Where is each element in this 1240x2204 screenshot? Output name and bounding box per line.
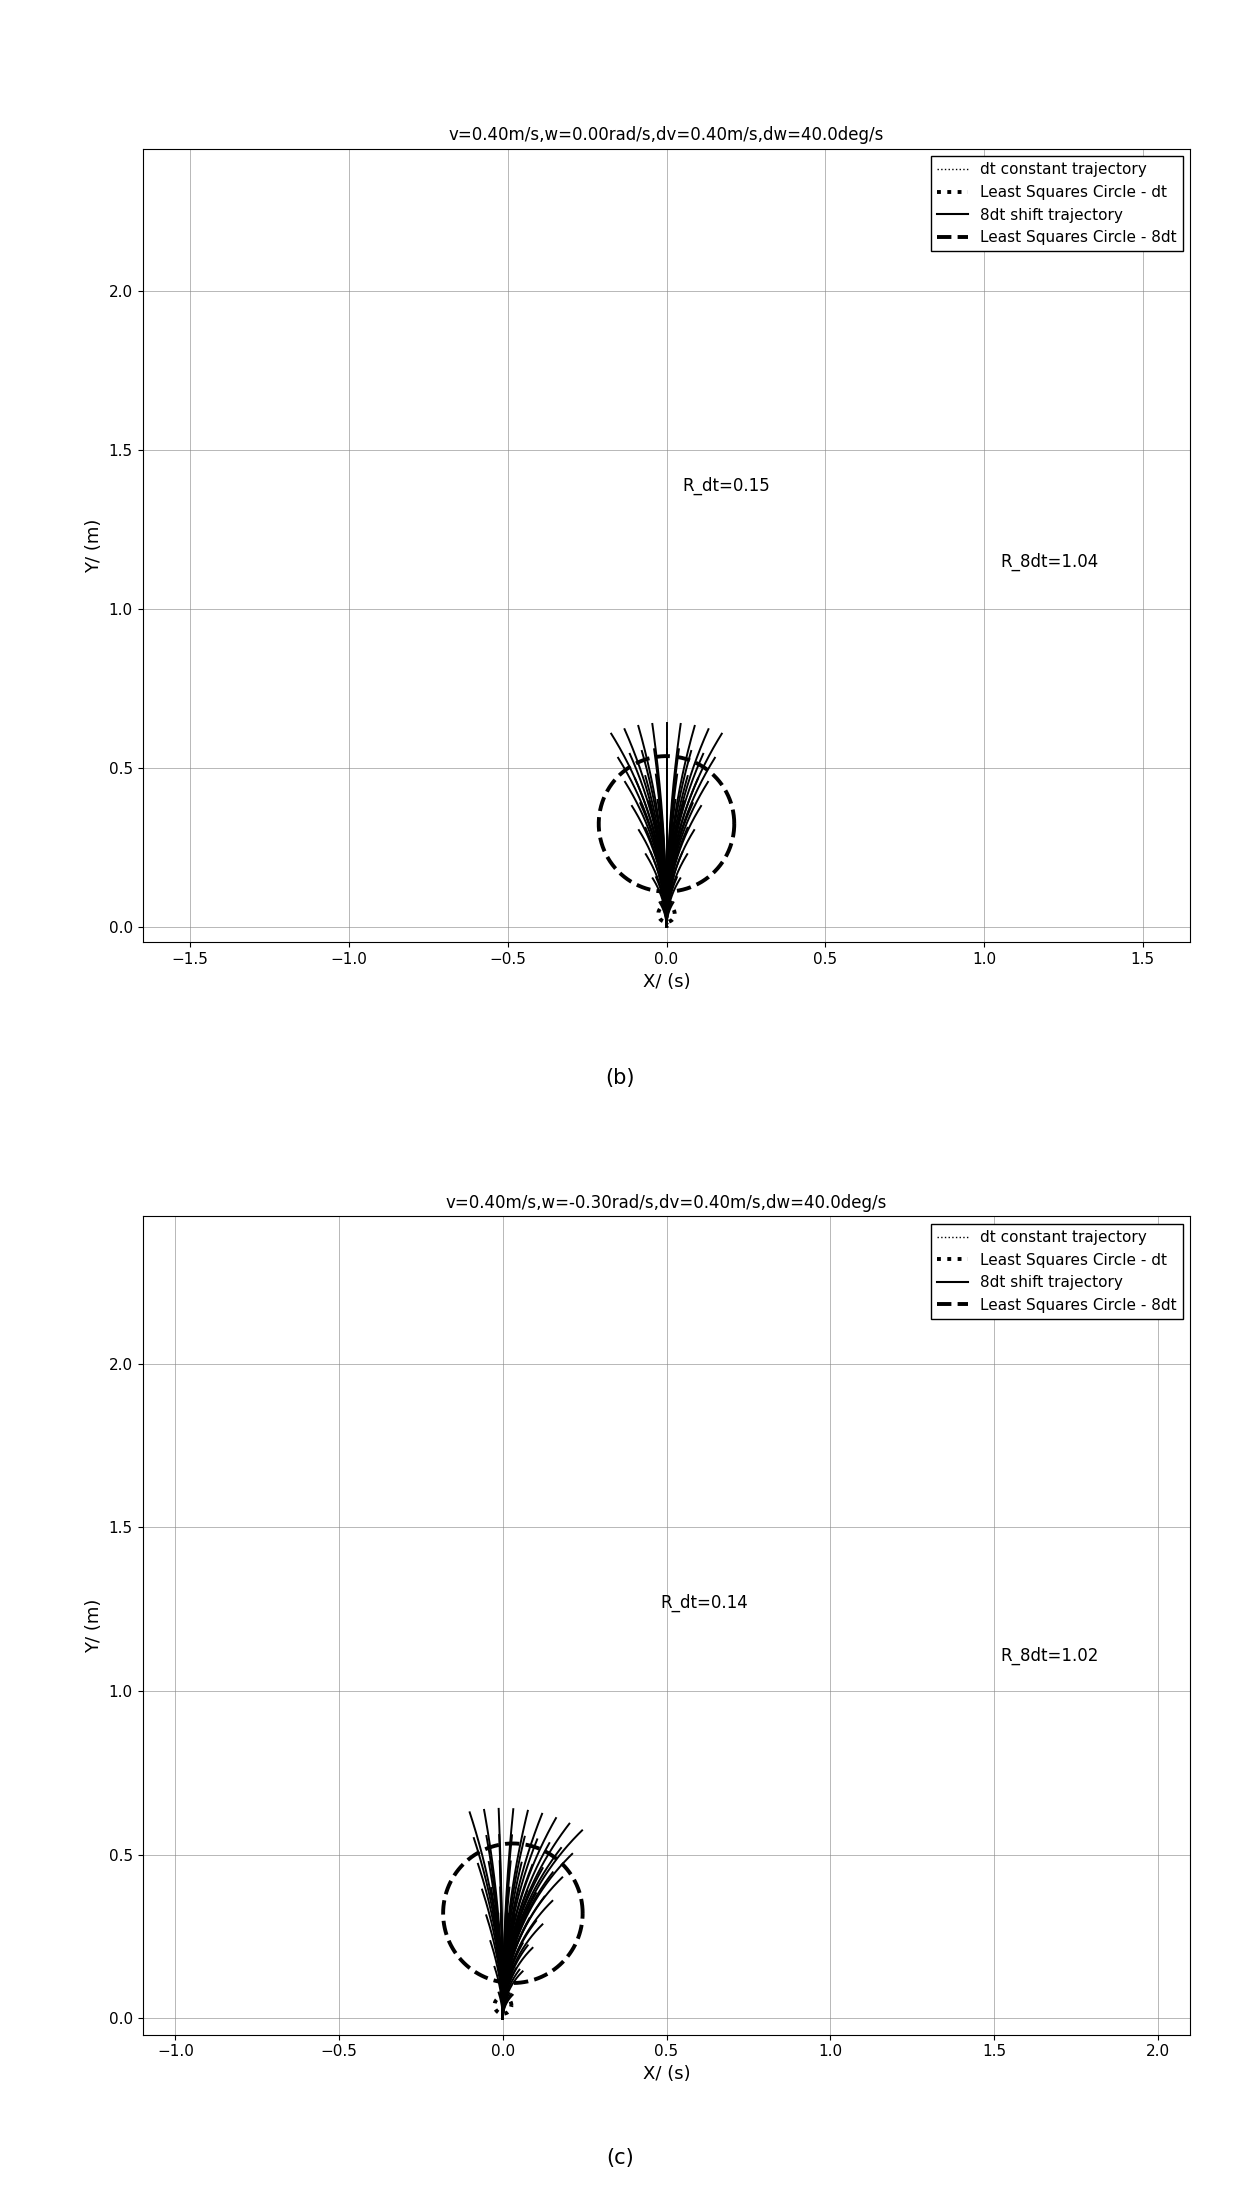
Least Squares Circle - dt xyxy=(496,1984,511,2010)
Least Squares Circle - 8dt xyxy=(517,1832,532,1858)
8dt shift trajectory xyxy=(495,2006,510,2032)
Line: Least Squares Circle - 8dt: Least Squares Circle - 8dt xyxy=(599,756,734,893)
dt constant trajectory xyxy=(660,912,675,939)
8dt shift trajectory xyxy=(495,2006,510,2032)
8dt shift trajectory xyxy=(660,912,675,939)
8dt shift trajectory xyxy=(660,912,675,939)
Least Squares Circle - dt xyxy=(658,908,673,934)
dt constant trajectory xyxy=(495,2006,510,2032)
Least Squares Circle - dt xyxy=(667,901,682,928)
Least Squares Circle - dt xyxy=(503,1992,518,2019)
8dt shift trajectory xyxy=(495,2006,510,2032)
8dt shift trajectory xyxy=(660,912,675,939)
Least Squares Circle - dt xyxy=(490,1999,505,2025)
Least Squares Circle - dt xyxy=(496,2001,511,2028)
Text: R_8dt=1.02: R_8dt=1.02 xyxy=(1001,1646,1099,1664)
Least Squares Circle - 8dt xyxy=(671,745,686,771)
Least Squares Circle - 8dt xyxy=(575,1891,590,1917)
8dt shift trajectory xyxy=(660,912,675,939)
Least Squares Circle - 8dt xyxy=(708,765,723,791)
Text: (c): (c) xyxy=(606,2149,634,2169)
dt constant trajectory xyxy=(495,2006,510,2032)
Least Squares Circle - dt xyxy=(653,906,668,932)
dt constant trajectory xyxy=(495,2006,510,2032)
Line: Least Squares Circle - 8dt: Least Squares Circle - 8dt xyxy=(443,1843,583,1984)
Least Squares Circle - dt xyxy=(655,908,670,934)
Text: (b): (b) xyxy=(605,1069,635,1089)
Least Squares Circle - 8dt xyxy=(505,1829,520,1856)
Least Squares Circle - 8dt xyxy=(575,1900,590,1926)
dt constant trajectory xyxy=(660,912,675,939)
Least Squares Circle - dt xyxy=(657,893,672,919)
Least Squares Circle - 8dt xyxy=(613,860,627,886)
8dt shift trajectory xyxy=(495,2006,510,2032)
Least Squares Circle - dt xyxy=(497,1984,512,2010)
Least Squares Circle - 8dt xyxy=(556,1851,570,1878)
dt constant trajectory xyxy=(660,912,675,939)
dt constant trajectory xyxy=(660,912,675,939)
8dt shift trajectory xyxy=(660,912,675,939)
Least Squares Circle - 8dt xyxy=(458,1951,472,1977)
Least Squares Circle - dt xyxy=(503,1992,518,2019)
dt constant trajectory xyxy=(495,2006,510,2032)
dt constant trajectory xyxy=(495,2006,510,2032)
Text: R_dt=0.15: R_dt=0.15 xyxy=(682,476,770,494)
Least Squares Circle - dt xyxy=(665,895,680,921)
Least Squares Circle - dt xyxy=(658,893,673,919)
dt constant trajectory xyxy=(495,2006,510,2032)
dt constant trajectory xyxy=(660,912,675,939)
dt constant trajectory xyxy=(660,912,675,939)
dt constant trajectory xyxy=(660,912,675,939)
dt constant trajectory xyxy=(495,2006,510,2032)
X-axis label: X/ (s): X/ (s) xyxy=(642,2065,691,2083)
Least Squares Circle - dt xyxy=(661,893,676,919)
8dt shift trajectory xyxy=(660,912,675,939)
dt constant trajectory xyxy=(660,912,675,939)
Least Squares Circle - 8dt xyxy=(505,1970,520,1997)
8dt shift trajectory xyxy=(660,912,675,939)
Least Squares Circle - 8dt xyxy=(727,811,742,838)
Least Squares Circle - 8dt xyxy=(647,743,662,769)
dt constant trajectory xyxy=(495,2006,510,2032)
Least Squares Circle - dt xyxy=(667,901,682,928)
Title: v=0.40m/s,w=0.00rad/s,dv=0.40m/s,dw=40.0deg/s: v=0.40m/s,w=0.00rad/s,dv=0.40m/s,dw=40.0… xyxy=(449,126,884,143)
Line: Least Squares Circle - dt: Least Squares Circle - dt xyxy=(658,906,675,921)
Least Squares Circle - 8dt xyxy=(727,802,742,829)
Least Squares Circle - 8dt xyxy=(622,868,637,895)
Y-axis label: Y/ (m): Y/ (m) xyxy=(86,1598,103,1653)
Least Squares Circle - dt xyxy=(503,1990,518,2017)
Y-axis label: Y/ (m): Y/ (m) xyxy=(86,518,103,573)
Legend: dt constant trajectory, Least Squares Circle - dt, 8dt shift trajectory, Least S: dt constant trajectory, Least Squares Ci… xyxy=(931,1223,1183,1318)
X-axis label: X/ (s): X/ (s) xyxy=(642,972,691,990)
dt constant trajectory xyxy=(495,2006,510,2032)
8dt shift trajectory xyxy=(495,2006,510,2032)
Title: v=0.40m/s,w=-0.30rad/s,dv=0.40m/s,dw=40.0deg/s: v=0.40m/s,w=-0.30rad/s,dv=0.40m/s,dw=40.… xyxy=(446,1195,887,1212)
dt constant trajectory xyxy=(495,2006,510,2032)
Least Squares Circle - dt xyxy=(494,1984,508,2010)
Text: R_dt=0.14: R_dt=0.14 xyxy=(660,1593,748,1613)
8dt shift trajectory xyxy=(660,912,675,939)
Least Squares Circle - 8dt xyxy=(494,1832,508,1858)
Least Squares Circle - 8dt xyxy=(575,1900,590,1926)
dt constant trajectory xyxy=(660,912,675,939)
dt constant trajectory xyxy=(660,912,675,939)
dt constant trajectory xyxy=(660,912,675,939)
Line: Least Squares Circle - dt: Least Squares Circle - dt xyxy=(495,1997,511,2014)
8dt shift trajectory xyxy=(495,2006,510,2032)
8dt shift trajectory xyxy=(495,2006,510,2032)
Least Squares Circle - 8dt xyxy=(727,811,742,838)
Least Squares Circle - dt xyxy=(491,1999,506,2025)
Least Squares Circle - dt xyxy=(502,1986,517,2012)
Least Squares Circle - dt xyxy=(667,899,682,926)
Legend: dt constant trajectory, Least Squares Circle - dt, 8dt shift trajectory, Least S: dt constant trajectory, Least Squares Ci… xyxy=(931,156,1183,251)
dt constant trajectory xyxy=(495,2006,510,2032)
8dt shift trajectory xyxy=(495,2006,510,2032)
Least Squares Circle - 8dt xyxy=(658,743,673,769)
Text: R_8dt=1.04: R_8dt=1.04 xyxy=(999,553,1099,571)
Least Squares Circle - 8dt xyxy=(658,879,673,906)
Least Squares Circle - 8dt xyxy=(467,1959,482,1986)
